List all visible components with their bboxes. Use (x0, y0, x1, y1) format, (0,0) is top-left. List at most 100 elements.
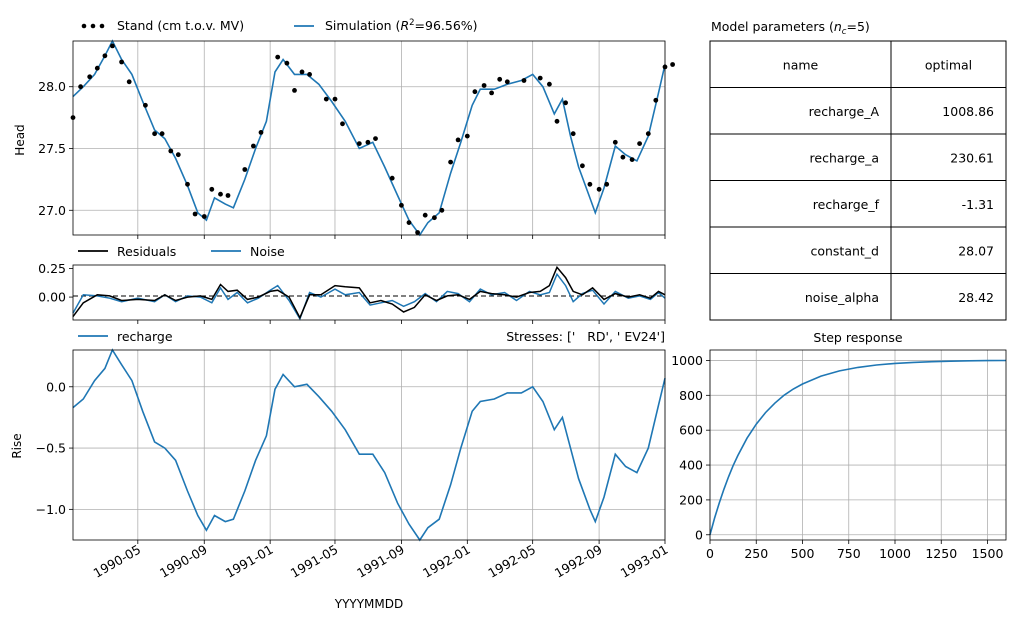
observation-point (201, 214, 207, 219)
legend-marker-stand (81, 23, 87, 29)
head-legend: Stand (cm t.o.v. MV) Simulation (R2=96.5… (81, 18, 478, 33)
observation-point (497, 76, 503, 82)
observation-point (415, 230, 420, 235)
x-tick-label: 1250 (925, 546, 957, 561)
residuals-axes-frame (72, 264, 666, 321)
observation-point (637, 141, 642, 147)
residuals-series (72, 265, 666, 320)
x-tick-label: 1992-09 (552, 542, 605, 581)
recharge-line (72, 348, 666, 542)
x-tick-label: 0 (706, 546, 714, 561)
x-tick-label: 1990-09 (157, 542, 210, 581)
recharge-y-ticks: −1.0 −0.5 0.0 (36, 379, 73, 517)
observation-point (185, 181, 190, 187)
observation-point (94, 65, 100, 71)
observation-point (78, 84, 83, 90)
y-tick-label: 400 (679, 458, 703, 473)
observation-point (102, 53, 108, 59)
observation-point (365, 139, 371, 145)
head-x-ticks (137, 235, 666, 239)
observation-series (70, 43, 675, 235)
recharge-series (72, 348, 666, 542)
recharge-legend: recharge (78, 329, 173, 344)
residuals-line (72, 265, 666, 320)
recharge-x-axis-label: YYYYMMDD (334, 597, 404, 611)
step-response-panel: 0 200 400 600 800 1000 0 250 500 750 1000 1250 1500… (671, 330, 1007, 561)
observation-point (218, 191, 223, 197)
parameter-value: 28.07 (958, 243, 994, 258)
observation-point (389, 175, 395, 181)
observation-point (192, 211, 198, 217)
observation-point (587, 181, 593, 187)
observation-point (464, 133, 470, 139)
observation-point (439, 207, 445, 213)
table-cell (890, 40, 1007, 88)
observation-point (604, 181, 610, 187)
observation-point (209, 186, 215, 192)
y-tick-label: 28.0 (38, 79, 66, 94)
legend-marker-stand (99, 23, 105, 29)
recharge-grid (73, 350, 666, 540)
recharge-x-ticks: 1990-05 1990-09 1991-01 1991-05 1991-09 1992-… (91, 540, 671, 581)
stresses-label: Stresses: [' RD', ' EV24'] (506, 329, 665, 344)
observation-point (373, 136, 378, 142)
x-tick-label: 1991-05 (288, 542, 341, 581)
table-cell (709, 87, 892, 135)
noise-series (72, 272, 666, 321)
observation-point (432, 215, 437, 221)
observation-point (620, 154, 626, 160)
observation-point (225, 193, 231, 198)
y-tick-label: 0 (695, 527, 703, 542)
residuals-panel: 0.00 0.25 Residuals Noise (38, 244, 666, 324)
observation-point (242, 167, 248, 172)
simulation-series (72, 39, 666, 237)
x-tick-label: 750 (837, 546, 861, 561)
recharge-y-axis-label: Rise (10, 433, 24, 458)
observation-point (653, 97, 659, 103)
observation-point (489, 90, 494, 96)
parameter-value: 1008.86 (942, 104, 994, 119)
observation-point (292, 88, 297, 93)
observation-point (332, 96, 338, 102)
observation-point (612, 139, 618, 145)
step-grid (709, 350, 1006, 540)
y-tick-label: 200 (679, 492, 703, 507)
residuals-legend: Residuals Noise (78, 244, 285, 259)
table-header: optimal (925, 57, 972, 72)
table-cell (890, 87, 1007, 135)
x-tick-label: 1993-01 (618, 542, 671, 581)
recharge-axes-frame (72, 349, 666, 541)
residuals-x-ticks (137, 320, 666, 324)
legend-label-simulation: Simulation (R2=96.56%) (325, 18, 478, 33)
x-tick-label: 1991-09 (354, 542, 407, 581)
observation-point (570, 131, 576, 137)
x-tick-label: 1991-01 (223, 542, 276, 581)
observation-point (299, 69, 305, 75)
step-y-ticks: 0 200 400 600 800 1000 (671, 353, 710, 542)
y-tick-label: −1.0 (36, 502, 66, 517)
simulation-line (72, 39, 666, 237)
y-tick-label: 600 (679, 423, 703, 438)
observation-point (275, 54, 281, 60)
observation-point (258, 130, 264, 135)
x-tick-label: 500 (791, 546, 815, 561)
observation-point (629, 157, 635, 163)
observation-point (143, 102, 148, 108)
parameter-table-body: name optimal recharge_A 1008.86 recharge_a 23… (709, 40, 1007, 321)
observation-point (399, 202, 404, 208)
head-panel: 27.0 27.5 28.0 Head Stand (cm t.o.v. MV) S… (13, 18, 675, 239)
x-tick-label: 250 (744, 546, 768, 561)
observation-point (547, 81, 552, 87)
x-tick-label: 1990-05 (91, 542, 144, 581)
legend-label-recharge: recharge (117, 329, 173, 344)
x-tick-label: 1500 (972, 546, 1004, 561)
parameter-value: 28.42 (958, 290, 994, 305)
observation-point (448, 159, 453, 165)
observation-point (563, 100, 568, 106)
y-tick-label: 0.25 (38, 261, 66, 276)
observation-point (251, 143, 256, 149)
observation-point (521, 78, 527, 83)
observation-point (119, 59, 124, 65)
residuals-y-ticks: 0.00 0.25 (38, 261, 73, 305)
